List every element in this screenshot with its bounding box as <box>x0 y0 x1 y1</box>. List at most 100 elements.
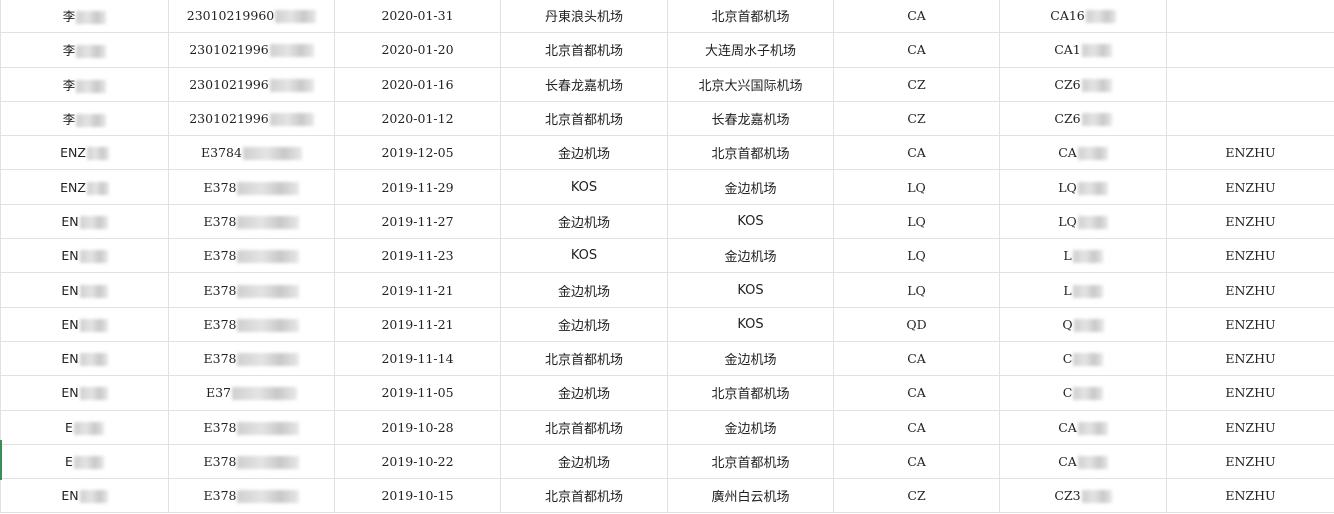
pinyin-name-cell[interactable]: ENZHU <box>1166 135 1334 171</box>
airline-cell[interactable]: CA <box>833 409 1000 445</box>
flight-number-cell[interactable]: LQ <box>999 203 1167 240</box>
id-number-cell[interactable]: 2301021996 <box>168 100 335 137</box>
airline-cell[interactable]: CZ <box>833 478 1000 514</box>
id-number-cell[interactable]: 2301021996 <box>168 66 335 102</box>
arrival-airport-cell[interactable]: 北京首都机场 <box>667 135 834 171</box>
pinyin-name-cell[interactable] <box>1166 0 1334 34</box>
flight-number-cell[interactable]: C <box>999 340 1167 377</box>
pinyin-name-cell[interactable]: ENZHU <box>1166 272 1334 308</box>
arrival-airport-cell[interactable]: 金边机场 <box>667 409 834 445</box>
arrival-airport-cell[interactable]: 金边机场 <box>667 340 834 377</box>
name-cell[interactable]: E <box>0 443 169 480</box>
pinyin-name-cell[interactable] <box>1166 100 1334 137</box>
name-cell[interactable]: 李 <box>0 100 169 137</box>
id-number-cell[interactable]: 23010219960 <box>168 0 335 34</box>
flight-number-cell[interactable]: CA <box>999 409 1167 445</box>
id-number-cell[interactable]: E378 <box>168 340 335 377</box>
departure-airport-cell[interactable]: 丹東浪头机场 <box>500 0 668 34</box>
id-number-cell[interactable]: E378 <box>168 409 335 445</box>
arrival-airport-cell[interactable]: 廣州白云机场 <box>667 478 834 514</box>
arrival-airport-cell[interactable]: KOS <box>667 203 834 240</box>
arrival-airport-cell[interactable]: KOS <box>667 306 834 342</box>
departure-airport-cell[interactable]: 金边机场 <box>500 443 668 480</box>
name-cell[interactable]: EN <box>0 306 169 342</box>
airline-cell[interactable]: QD <box>833 306 1000 342</box>
name-cell[interactable]: ENZ <box>0 169 169 205</box>
id-number-cell[interactable]: E378 <box>168 443 335 480</box>
flight-number-cell[interactable]: CA16 <box>999 0 1167 34</box>
departure-airport-cell[interactable]: KOS <box>500 169 668 205</box>
id-number-cell[interactable]: E378 <box>168 272 335 308</box>
airline-cell[interactable]: CA <box>833 32 1000 68</box>
pinyin-name-cell[interactable] <box>1166 66 1334 102</box>
departure-airport-cell[interactable]: 北京首都机场 <box>500 409 668 445</box>
airline-cell[interactable]: LQ <box>833 203 1000 240</box>
date-cell[interactable]: 2019-11-29 <box>334 169 501 205</box>
date-cell[interactable]: 2019-11-27 <box>334 203 501 240</box>
pinyin-name-cell[interactable]: ENZHU <box>1166 443 1334 480</box>
arrival-airport-cell[interactable]: 金边机场 <box>667 169 834 205</box>
date-cell[interactable]: 2020-01-16 <box>334 66 501 102</box>
pinyin-name-cell[interactable]: ENZHU <box>1166 375 1334 411</box>
flight-number-cell[interactable]: L <box>999 272 1167 308</box>
date-cell[interactable]: 2020-01-31 <box>334 0 501 34</box>
id-number-cell[interactable]: E378 <box>168 203 335 240</box>
departure-airport-cell[interactable]: 北京首都机场 <box>500 100 668 137</box>
id-number-cell[interactable]: E378 <box>168 478 335 514</box>
arrival-airport-cell[interactable]: 北京大兴国际机场 <box>667 66 834 102</box>
flight-number-cell[interactable]: L <box>999 238 1167 274</box>
flight-number-cell[interactable]: Q <box>999 306 1167 342</box>
airline-cell[interactable]: CA <box>833 0 1000 34</box>
arrival-airport-cell[interactable]: 北京首都机场 <box>667 375 834 411</box>
name-cell[interactable]: EN <box>0 272 169 308</box>
arrival-airport-cell[interactable]: 北京首都机场 <box>667 443 834 480</box>
date-cell[interactable]: 2019-11-21 <box>334 306 501 342</box>
airline-cell[interactable]: CA <box>833 135 1000 171</box>
name-cell[interactable]: E <box>0 409 169 445</box>
name-cell[interactable]: EN <box>0 375 169 411</box>
date-cell[interactable]: 2020-01-20 <box>334 32 501 68</box>
name-cell[interactable]: EN <box>0 478 169 514</box>
arrival-airport-cell[interactable]: KOS <box>667 272 834 308</box>
departure-airport-cell[interactable]: 金边机场 <box>500 203 668 240</box>
date-cell[interactable]: 2019-11-21 <box>334 272 501 308</box>
name-cell[interactable]: EN <box>0 340 169 377</box>
flight-number-cell[interactable]: CA1 <box>999 32 1167 68</box>
airline-cell[interactable]: CA <box>833 375 1000 411</box>
flight-number-cell[interactable]: CA <box>999 443 1167 480</box>
id-number-cell[interactable]: E378 <box>168 306 335 342</box>
pinyin-name-cell[interactable]: ENZHU <box>1166 203 1334 240</box>
airline-cell[interactable]: LQ <box>833 272 1000 308</box>
date-cell[interactable]: 2019-11-23 <box>334 238 501 274</box>
name-cell[interactable]: 李 <box>0 0 169 34</box>
id-number-cell[interactable]: E378 <box>168 238 335 274</box>
date-cell[interactable]: 2019-11-05 <box>334 375 501 411</box>
departure-airport-cell[interactable]: 金边机场 <box>500 375 668 411</box>
pinyin-name-cell[interactable]: ENZHU <box>1166 409 1334 445</box>
date-cell[interactable]: 2019-11-14 <box>334 340 501 377</box>
flight-number-cell[interactable]: CZ6 <box>999 100 1167 137</box>
arrival-airport-cell[interactable]: 大连周水子机场 <box>667 32 834 68</box>
pinyin-name-cell[interactable]: ENZHU <box>1166 478 1334 514</box>
pinyin-name-cell[interactable]: ENZHU <box>1166 238 1334 274</box>
arrival-airport-cell[interactable]: 北京首都机场 <box>667 0 834 34</box>
pinyin-name-cell[interactable]: ENZHU <box>1166 169 1334 205</box>
departure-airport-cell[interactable]: 金边机场 <box>500 272 668 308</box>
departure-airport-cell[interactable]: 北京首都机场 <box>500 340 668 377</box>
flight-number-cell[interactable]: LQ <box>999 169 1167 205</box>
airline-cell[interactable]: LQ <box>833 238 1000 274</box>
flight-number-cell[interactable]: CZ3 <box>999 478 1167 514</box>
id-number-cell[interactable]: E378 <box>168 169 335 205</box>
name-cell[interactable]: ENZ <box>0 135 169 171</box>
arrival-airport-cell[interactable]: 长春龙嘉机场 <box>667 100 834 137</box>
date-cell[interactable]: 2019-10-28 <box>334 409 501 445</box>
departure-airport-cell[interactable]: 长春龙嘉机场 <box>500 66 668 102</box>
date-cell[interactable]: 2019-10-15 <box>334 478 501 514</box>
pinyin-name-cell[interactable] <box>1166 32 1334 68</box>
departure-airport-cell[interactable]: 北京首都机场 <box>500 32 668 68</box>
id-number-cell[interactable]: 2301021996 <box>168 32 335 68</box>
name-cell[interactable]: 李 <box>0 66 169 102</box>
arrival-airport-cell[interactable]: 金边机场 <box>667 238 834 274</box>
name-cell[interactable]: 李 <box>0 32 169 68</box>
name-cell[interactable]: EN <box>0 203 169 240</box>
